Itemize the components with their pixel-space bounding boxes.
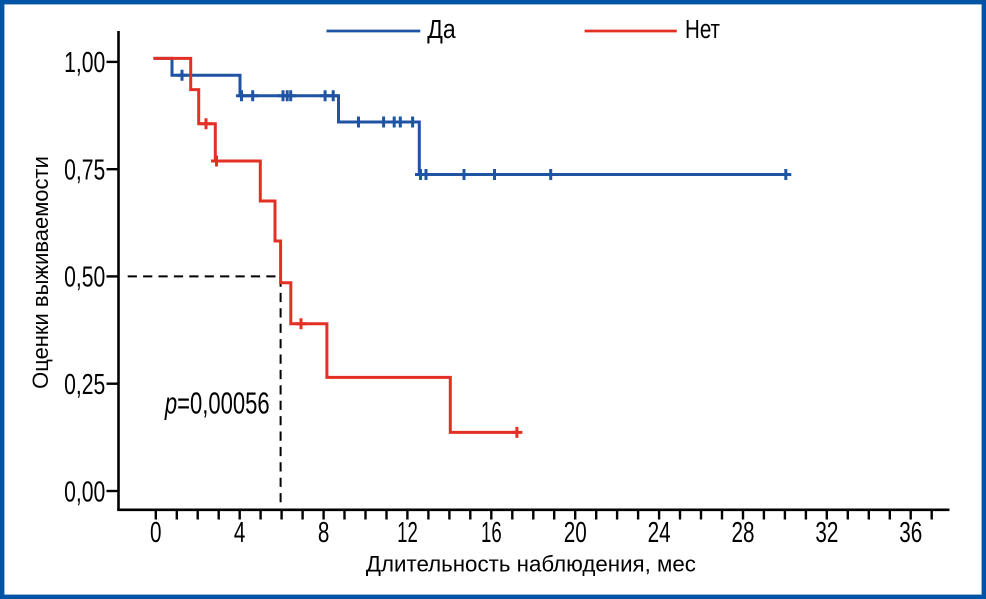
svg-text:12: 12 xyxy=(397,517,418,549)
svg-text:Длительность наблюдения, мес: Длительность наблюдения, мес xyxy=(366,551,696,576)
svg-text:0,00: 0,00 xyxy=(64,476,105,508)
svg-text:0,75: 0,75 xyxy=(64,154,105,186)
svg-text:28: 28 xyxy=(731,516,754,548)
svg-text:Оценки выживаемости: Оценки выживаемости xyxy=(28,156,53,389)
svg-text:Нет: Нет xyxy=(685,15,720,44)
svg-text:20: 20 xyxy=(564,516,587,548)
svg-text:0,25: 0,25 xyxy=(64,369,105,401)
svg-text:0,50: 0,50 xyxy=(64,262,105,294)
svg-text:1,00: 1,00 xyxy=(64,47,105,79)
svg-text:8: 8 xyxy=(318,516,329,548)
svg-text:p=0,00056: p=0,00056 xyxy=(164,386,270,420)
svg-text:16: 16 xyxy=(481,517,502,549)
svg-text:32: 32 xyxy=(815,516,838,548)
svg-text:0: 0 xyxy=(150,516,161,548)
svg-text:4: 4 xyxy=(234,516,245,548)
svg-text:24: 24 xyxy=(648,516,671,548)
svg-text:36: 36 xyxy=(899,516,922,548)
svg-text:Да: Да xyxy=(427,16,456,45)
